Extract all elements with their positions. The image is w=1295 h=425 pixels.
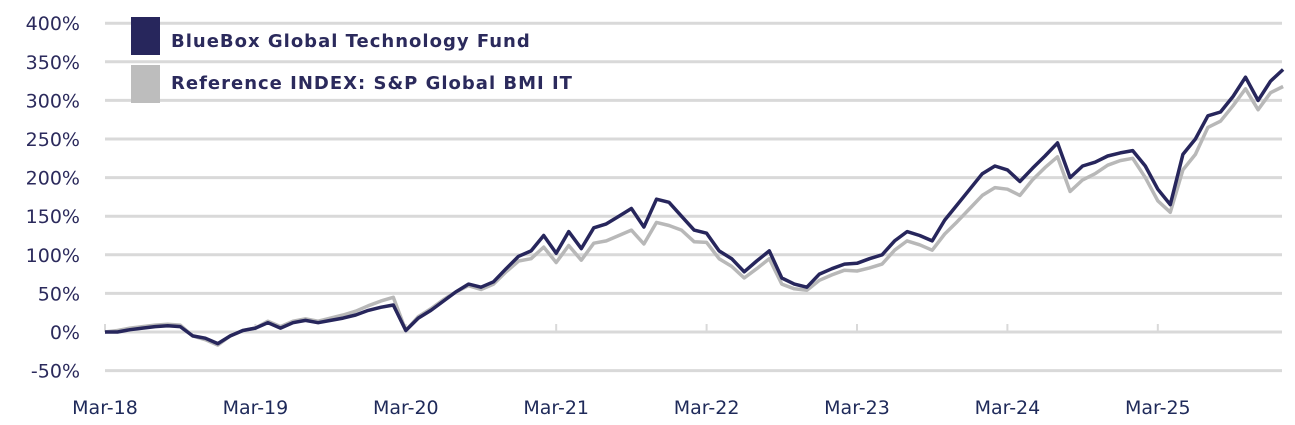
y-tick-label: 400% — [26, 13, 80, 35]
x-axis-tick-labels: Mar-18 Mar-19 Mar-20 Mar-21 Mar-22 Mar-23 Mar-… — [72, 397, 1190, 419]
x-tick-label: Mar-21 — [523, 397, 589, 419]
x-tick-label: Mar-19 — [223, 397, 289, 419]
legend-label-index: Reference INDEX: S&P Global BMI IT — [171, 73, 573, 94]
y-tick-label: -50% — [31, 361, 80, 383]
y-axis-tick-labels: 400% 350% 300% 250% 200% 150% 100% 50% 0% -50% — [26, 13, 80, 382]
legend-swatch-fund — [131, 17, 160, 55]
y-tick-label: 200% — [26, 168, 80, 190]
y-tick-label: 0% — [50, 322, 80, 344]
gridlines — [104, 21, 1282, 373]
x-tick-label: Mar-22 — [674, 397, 740, 419]
x-tick-label: Mar-25 — [1125, 397, 1191, 419]
fund-series-line — [105, 68, 1285, 346]
y-tick-label: 50% — [38, 283, 80, 305]
y-tick-label: 250% — [26, 129, 80, 151]
legend-label-fund: BlueBox Global Technology Fund — [171, 31, 531, 52]
y-tick-label: 300% — [26, 90, 80, 112]
y-tick-label: 350% — [26, 52, 80, 74]
legend-swatch-index — [131, 65, 160, 103]
x-tick-label: Mar-18 — [72, 397, 138, 419]
series-lines — [104, 68, 1285, 347]
x-tick-label: Mar-23 — [824, 397, 890, 419]
legend: BlueBox Global Technology Fund Reference… — [131, 17, 573, 103]
y-tick-label: 100% — [26, 245, 80, 267]
x-tick-label: Mar-24 — [975, 397, 1041, 419]
y-tick-label: 150% — [26, 206, 80, 228]
x-tick-label: Mar-20 — [373, 397, 439, 419]
